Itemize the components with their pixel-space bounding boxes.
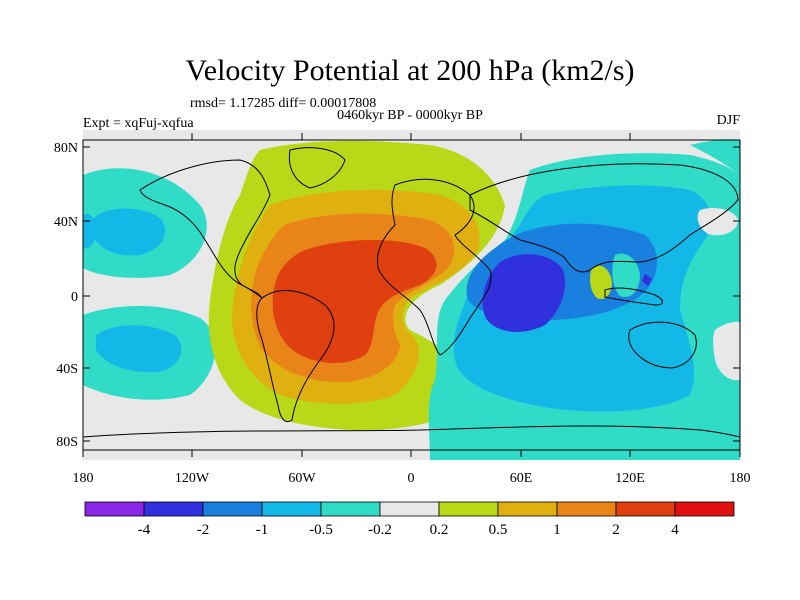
colorbar-swatch bbox=[615, 501, 676, 517]
coast-europe-africa bbox=[376, 178, 492, 356]
lat-tick-label: 40N bbox=[54, 215, 78, 230]
period-label: 0460kyr BP - 0000kyr BP bbox=[337, 108, 483, 123]
colorbar-label: 0.2 bbox=[430, 522, 449, 538]
colorbar-swatch bbox=[497, 501, 558, 517]
colorbar-label: 2 bbox=[612, 522, 620, 538]
stats-label: rmsd= 1.17285 diff= 0.00017808 bbox=[190, 96, 376, 111]
colorbar-label: -4 bbox=[138, 522, 151, 538]
colorbar-label: -2 bbox=[197, 522, 210, 538]
colorbar-label: -0.2 bbox=[368, 522, 392, 538]
colorbar-swatch bbox=[202, 501, 263, 517]
experiment-label: Expt = xqFuj-xqfua bbox=[83, 116, 194, 131]
contour-north-pacific-neutral-patch bbox=[697, 208, 738, 236]
latitude-axis: 80N 40N 0 40S 80S bbox=[54, 141, 740, 450]
colorbar-label: 4 bbox=[671, 522, 679, 538]
lon-tick-label: 180 bbox=[730, 471, 751, 486]
colorbar-swatch bbox=[261, 501, 322, 517]
contour-indian-ocean-strong-negative bbox=[482, 254, 566, 332]
contour-east-pacific-neutral bbox=[713, 321, 740, 381]
lat-tick-label: 40S bbox=[56, 362, 78, 377]
colorbar-label: -0.5 bbox=[309, 522, 333, 538]
coast-south-america bbox=[256, 290, 335, 423]
lon-tick-label: 180 bbox=[73, 471, 94, 486]
lon-tick-label: 120E bbox=[615, 471, 645, 486]
lat-tick-label: 80S bbox=[56, 435, 78, 450]
lat-tick-label: 0 bbox=[71, 290, 78, 305]
colorbar: -4 -2 -1 -0.5 -0.2 0.2 0.5 1 2 4 bbox=[84, 501, 735, 538]
coast-north-america bbox=[139, 159, 271, 299]
colorbar-swatch bbox=[143, 501, 204, 517]
season-label: DJF bbox=[717, 113, 741, 128]
colorbar-label: -1 bbox=[256, 522, 269, 538]
plot-title: Velocity Potential at 200 hPa (km2/s) bbox=[185, 54, 634, 87]
lon-tick-label: 60W bbox=[288, 471, 316, 486]
lon-tick-label: 60E bbox=[510, 471, 533, 486]
coast-asia bbox=[469, 163, 739, 273]
velocity-potential-map bbox=[83, 130, 740, 460]
contour-pacific-west-edge bbox=[83, 213, 97, 249]
colorbar-swatch bbox=[84, 501, 145, 517]
colorbar-swatch bbox=[379, 501, 440, 517]
contour-north-pacific-light-negative bbox=[92, 208, 166, 256]
lon-tick-label: 0 bbox=[408, 471, 415, 486]
longitude-axis: 180 120W 60W 0 60E 120E 180 bbox=[73, 133, 751, 486]
coast-antarctica bbox=[83, 425, 740, 438]
coast-greenland bbox=[288, 147, 346, 189]
contour-south-pacific-light-negative bbox=[96, 325, 182, 373]
colorbar-label: 1 bbox=[553, 522, 561, 538]
lon-tick-label: 120W bbox=[175, 471, 210, 486]
contour-atlantic-west-weak-negative bbox=[690, 139, 740, 175]
colorbar-swatch bbox=[674, 501, 735, 517]
contour-south-china-sea-positive bbox=[589, 265, 612, 300]
coastlines bbox=[83, 147, 740, 438]
contour-maritime-continent-weak-negative bbox=[612, 253, 640, 298]
colorbar-swatch bbox=[438, 501, 499, 517]
coast-maritime-continent bbox=[604, 287, 663, 306]
coast-australia bbox=[628, 321, 697, 369]
contour-atlantic-strong-positive bbox=[272, 239, 437, 364]
colorbar-label: 0.5 bbox=[489, 522, 508, 538]
lat-tick-label: 80N bbox=[54, 141, 78, 156]
colorbar-swatch bbox=[556, 501, 617, 517]
contour-maritime-continent-strong-negative bbox=[642, 274, 652, 286]
colorbar-swatch bbox=[320, 501, 381, 517]
